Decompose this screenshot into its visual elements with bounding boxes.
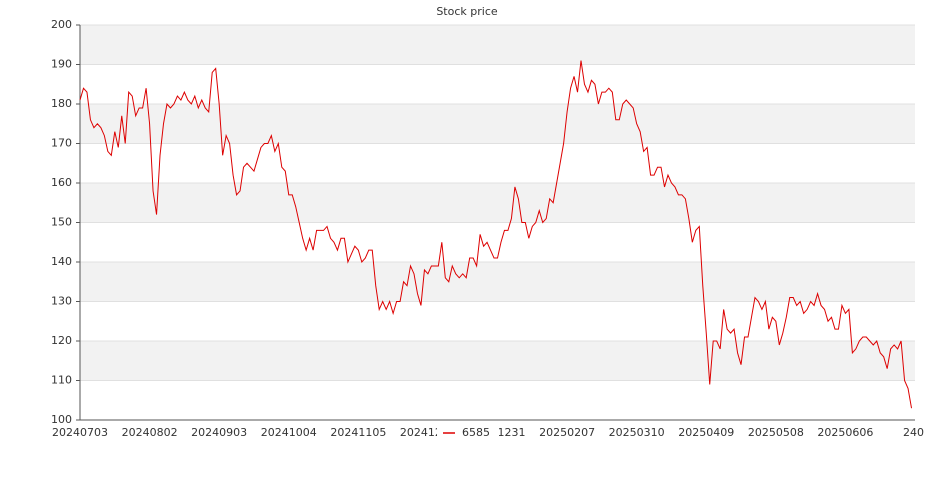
- x-tick-label: 20250310: [609, 426, 665, 439]
- legend-label: 6585: [462, 426, 490, 439]
- y-tick-label: 180: [51, 97, 72, 110]
- y-tick-label: 130: [51, 295, 72, 308]
- x-tick-label: 20240903: [191, 426, 247, 439]
- legend-box: [437, 425, 499, 441]
- y-tick-label: 190: [51, 58, 72, 71]
- legend: 6585: [437, 425, 499, 441]
- y-tick-label: 200: [51, 18, 72, 31]
- grid-band: [80, 262, 915, 302]
- grid-band: [80, 341, 915, 381]
- x-tick-label: 20250606: [817, 426, 873, 439]
- y-tick-label: 160: [51, 176, 72, 189]
- y-tick-label: 120: [51, 334, 72, 347]
- x-tick-label: 20250508: [748, 426, 804, 439]
- x-tick-label: 20250409: [678, 426, 734, 439]
- grid-band: [80, 104, 915, 144]
- grid-band: [80, 183, 915, 223]
- price-line: [79, 60, 913, 409]
- x-tick-label: 20240802: [122, 426, 178, 439]
- y-tick-label: 170: [51, 137, 72, 150]
- x-tick-label: 20241004: [261, 426, 317, 439]
- x-tick-label: 20250207: [539, 426, 595, 439]
- y-tick-label: 100: [51, 413, 72, 426]
- chart-title: Stock price: [436, 5, 498, 18]
- x-tick-label: 20241105: [330, 426, 386, 439]
- grid-band: [80, 25, 915, 65]
- y-tick-label: 150: [51, 216, 72, 229]
- x-tick-label: 20240703: [52, 426, 108, 439]
- x-tick-label: 240: [903, 426, 924, 439]
- y-tick-label: 140: [51, 255, 72, 268]
- y-tick-label: 110: [51, 374, 72, 387]
